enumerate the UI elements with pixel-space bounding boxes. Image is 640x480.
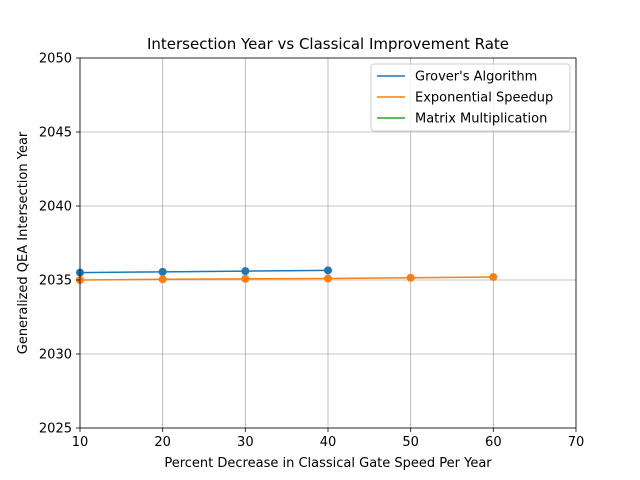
- y-tick-label: 2045: [39, 126, 72, 141]
- data-point: [406, 273, 415, 282]
- legend: Grover's Algorithm Exponential Speedup Mat…: [370, 63, 571, 132]
- legend-entry-label: Matrix Multiplication: [415, 112, 547, 127]
- x-tick-label: 10: [72, 435, 89, 450]
- series-line: [79, 276, 494, 281]
- x-tick-label: 50: [402, 435, 419, 450]
- data-point: [324, 274, 332, 283]
- x-tick-label: 70: [568, 435, 585, 450]
- y-tick-label: 2025: [39, 422, 72, 437]
- series-layer: [76, 266, 498, 284]
- x-tick-label: 30: [237, 435, 254, 450]
- data-point: [158, 275, 167, 284]
- y-tick-label: 2050: [39, 52, 72, 67]
- y-tick-label: 2030: [39, 348, 72, 363]
- data-point: [158, 267, 167, 276]
- chart-title: Intersection Year vs Classical Improveme…: [147, 35, 509, 53]
- x-tick-label: 20: [154, 435, 171, 450]
- series-group: [76, 273, 498, 284]
- x-tick-label: 40: [320, 435, 337, 450]
- data-point: [241, 274, 250, 283]
- data-point: [241, 267, 250, 276]
- y-tick-label: 2040: [39, 200, 72, 215]
- legend-entry-label: Exponential Speedup: [415, 91, 553, 106]
- y-tick-label: 2035: [39, 274, 72, 289]
- legend-box: [370, 63, 571, 132]
- series-line: [79, 269, 329, 274]
- legend-entry-label: Grover's Algorithm: [415, 70, 537, 85]
- x-axis-label: Percent Decrease in Classical Gate Speed…: [164, 456, 492, 471]
- y-axis-label: Generalized QEA Intersection Year: [16, 131, 31, 354]
- data-point: [324, 266, 332, 275]
- x-tick-label: 60: [485, 435, 502, 450]
- data-point: [489, 273, 498, 282]
